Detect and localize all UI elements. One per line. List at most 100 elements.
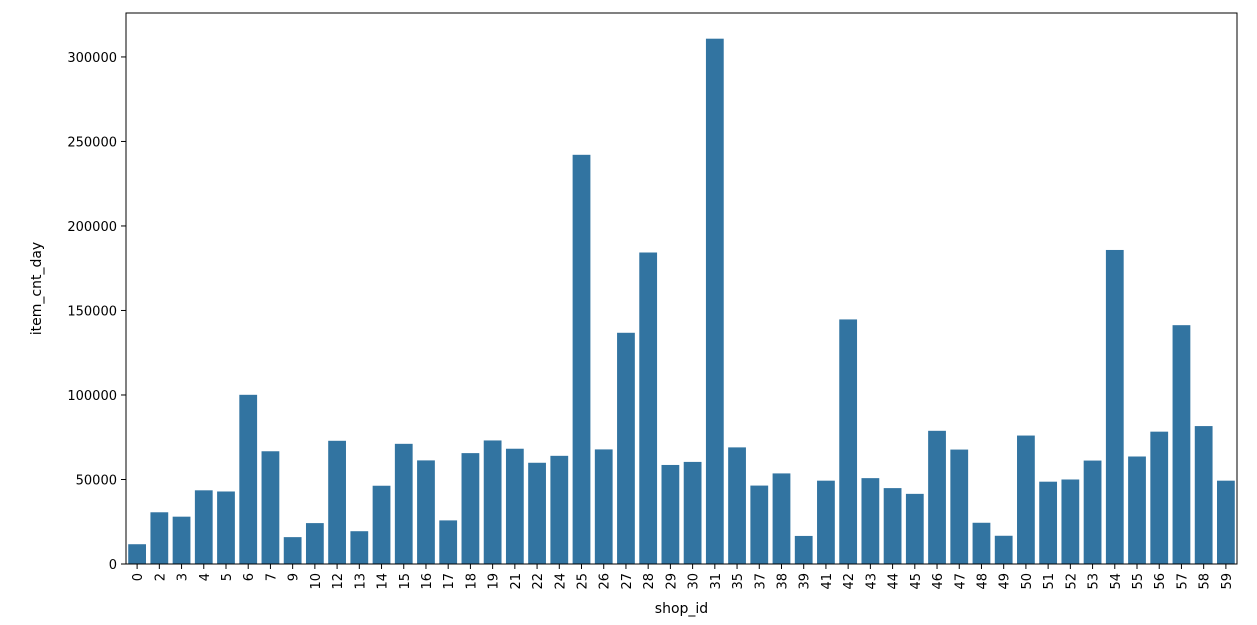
y-axis-label: item_cnt_day xyxy=(29,242,45,335)
x-tick-label: 58 xyxy=(1198,573,1213,590)
x-tick-label: 17 xyxy=(442,573,457,590)
x-axis-label: shop_id xyxy=(655,601,708,617)
x-tick-label: 15 xyxy=(398,573,413,590)
bar-shop-49 xyxy=(994,535,1013,564)
y-tick-label: 150000 xyxy=(67,304,117,319)
y-tick-label: 200000 xyxy=(67,220,117,235)
y-tick-label: 250000 xyxy=(67,135,117,150)
x-tick-label: 50 xyxy=(1020,573,1035,590)
bar-shop-41 xyxy=(817,480,835,564)
bar-shop-46 xyxy=(928,430,946,564)
bar-shop-39 xyxy=(794,535,813,564)
x-tick-label: 44 xyxy=(887,573,902,590)
plot-frame xyxy=(125,12,1238,565)
bar-shop-58 xyxy=(1194,426,1213,564)
y-tick-label: 100000 xyxy=(67,389,117,404)
x-tick-label: 12 xyxy=(331,573,346,590)
bar-shop-51 xyxy=(1039,481,1058,564)
bar-shop-57 xyxy=(1172,325,1191,564)
bar-shop-19 xyxy=(483,440,502,564)
bar-shop-31 xyxy=(705,38,724,564)
x-tick-label: 26 xyxy=(598,573,613,590)
x-tick-label: 21 xyxy=(509,573,524,590)
bar-shop-7 xyxy=(261,451,280,564)
x-tick-label: 5 xyxy=(220,573,235,581)
x-tick-label: 41 xyxy=(820,573,835,590)
x-tick-label: 2 xyxy=(153,573,168,581)
x-tick-label: 52 xyxy=(1064,573,1079,590)
bar-shop-3 xyxy=(172,516,191,564)
x-tick-label: 14 xyxy=(376,573,391,590)
x-tick-label: 19 xyxy=(487,573,502,590)
bar-shop-9 xyxy=(283,537,302,564)
bar-shop-15 xyxy=(394,443,413,564)
x-axis: 0 2 3 4 5 6 7 9 10 12 13 14 15 16 17 18 19 21 22 24 25 26 27 28… xyxy=(131,564,1235,590)
x-tick-label: 10 xyxy=(309,573,324,590)
bar-shop-0 xyxy=(128,544,146,564)
bar-shop-17 xyxy=(439,520,458,564)
y-axis: 0 50000 100000 150000 200000 250000 300000 xyxy=(67,51,126,573)
x-tick-label: 57 xyxy=(1175,573,1190,590)
bar-shop-28 xyxy=(639,252,658,564)
x-tick-label: 22 xyxy=(531,573,546,590)
bar-shop-12 xyxy=(328,440,346,564)
x-tick-label: 37 xyxy=(753,573,768,590)
bars-group xyxy=(128,38,1235,564)
x-tick-label: 59 xyxy=(1220,573,1235,590)
bar-shop-37 xyxy=(750,485,769,564)
bar-shop-21 xyxy=(505,448,524,564)
x-tick-label: 54 xyxy=(1109,573,1124,590)
x-tick-label: 35 xyxy=(731,573,746,590)
bar-shop-16 xyxy=(417,460,435,564)
x-tick-label: 0 xyxy=(131,573,146,581)
bar-shop-30 xyxy=(683,461,702,564)
x-tick-label: 48 xyxy=(975,573,990,590)
bar-shop-53 xyxy=(1083,460,1102,564)
x-tick-label: 18 xyxy=(464,573,479,590)
bar-shop-48 xyxy=(972,522,991,564)
bar-shop-52 xyxy=(1061,479,1080,564)
x-tick-label: 28 xyxy=(642,573,657,590)
x-tick-label: 16 xyxy=(420,573,435,590)
bar-shop-24 xyxy=(550,455,569,564)
bar-shop-26 xyxy=(594,449,613,564)
x-tick-label: 3 xyxy=(176,573,191,581)
bar-shop-10 xyxy=(305,523,324,564)
x-tick-label: 49 xyxy=(998,573,1013,590)
x-tick-label: 43 xyxy=(864,573,879,590)
bar-shop-27 xyxy=(617,332,635,564)
x-tick-label: 53 xyxy=(1087,573,1102,590)
x-tick-label: 4 xyxy=(198,573,213,581)
x-tick-label: 45 xyxy=(909,573,924,590)
x-tick-label: 13 xyxy=(353,573,368,590)
x-tick-label: 46 xyxy=(931,573,946,590)
x-tick-label: 42 xyxy=(842,573,857,590)
bar-shop-2 xyxy=(150,512,169,564)
bar-shop-18 xyxy=(461,453,480,564)
bar-shop-38 xyxy=(772,473,791,564)
bar-shop-54 xyxy=(1105,249,1124,564)
x-tick-label: 56 xyxy=(1153,573,1168,590)
y-tick-label: 0 xyxy=(109,558,117,573)
bar-shop-50 xyxy=(1017,435,1035,564)
x-tick-label: 6 xyxy=(242,573,257,581)
bar-shop-4 xyxy=(194,490,213,564)
bar-shop-42 xyxy=(839,319,858,564)
x-tick-label: 24 xyxy=(553,573,568,590)
bar-shop-25 xyxy=(572,154,591,564)
x-tick-label: 38 xyxy=(775,573,790,590)
x-tick-label: 9 xyxy=(287,573,302,581)
bar-shop-5 xyxy=(217,491,235,564)
x-tick-label: 27 xyxy=(620,573,635,590)
x-tick-label: 30 xyxy=(687,573,702,590)
bar-shop-14 xyxy=(372,485,391,564)
x-tick-label: 31 xyxy=(709,573,724,590)
x-tick-label: 25 xyxy=(576,573,591,590)
x-tick-label: 47 xyxy=(953,573,968,590)
bar-shop-55 xyxy=(1128,456,1146,564)
y-tick-label: 300000 xyxy=(67,51,117,66)
bar-shop-6 xyxy=(239,394,258,564)
x-tick-label: 29 xyxy=(664,573,679,590)
bar-shop-59 xyxy=(1217,480,1235,564)
